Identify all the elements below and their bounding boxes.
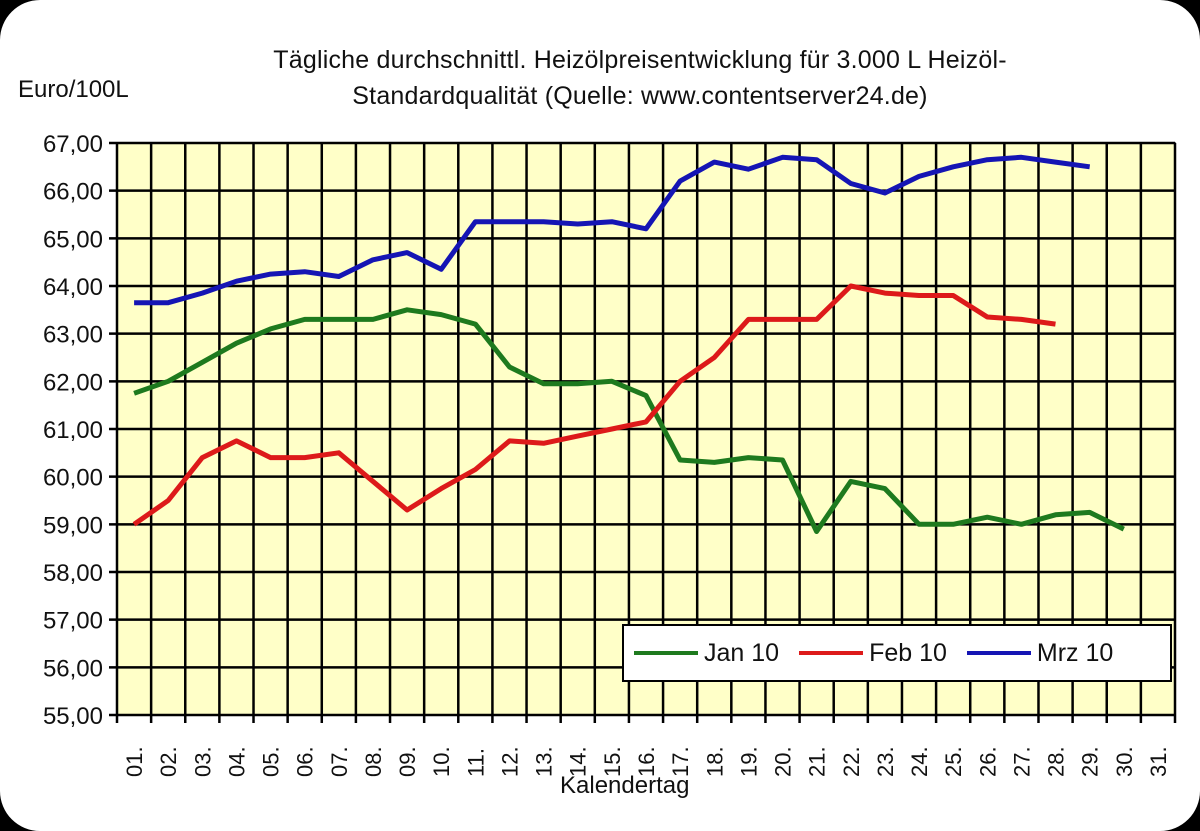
legend-swatch-icon	[966, 651, 1031, 655]
x-tick-label: 14.	[566, 746, 591, 777]
legend-label: Jan 10	[704, 638, 780, 667]
x-tick-label: 31.	[1146, 746, 1171, 777]
y-tick-label: 60,00	[43, 465, 103, 492]
x-tick-label: 15.	[600, 746, 625, 777]
x-tick-label: 26.	[975, 746, 1000, 777]
y-tick-label: 63,00	[43, 322, 103, 349]
x-tick-label: 07.	[327, 746, 352, 777]
x-tick-label: 30.	[1112, 746, 1137, 777]
y-tick-label: 58,00	[43, 560, 103, 587]
x-tick-label: 12.	[497, 746, 522, 777]
legend-swatch-icon	[799, 651, 864, 655]
series-line-mrz-10	[134, 154, 1091, 306]
x-tick-label: 22.	[839, 746, 864, 777]
legend-label: Mrz 10	[1036, 638, 1114, 667]
x-tick-label: 23.	[873, 746, 898, 777]
x-tick-label: 02.	[156, 746, 181, 777]
y-tick-label: 65,00	[43, 226, 103, 253]
x-tick-label: 27.	[1009, 746, 1034, 777]
legend-item: Mrz 10	[966, 638, 1114, 668]
x-tick-label: 19.	[736, 746, 761, 777]
y-axis-label: Euro/100L	[18, 76, 129, 103]
x-tick-label: 21.	[805, 746, 830, 777]
x-tick-label: 24.	[907, 746, 932, 777]
x-tick-label: 05.	[259, 746, 284, 777]
chart-title: Tägliche durchschnittl. Heizölpreisentwi…	[150, 42, 1130, 114]
x-axis-label: Kalendertag	[560, 772, 690, 799]
legend-item: Feb 10	[799, 639, 947, 668]
x-tick-label: 01.	[122, 746, 147, 777]
series-line-feb-10	[132, 283, 1056, 527]
x-tick-label: 06.	[293, 746, 318, 777]
y-tick-label: 59,00	[43, 512, 103, 539]
chart-title-line-1: Tägliche durchschnittl. Heizölpreisentwi…	[273, 46, 1007, 74]
x-tick-label: 20.	[771, 746, 796, 777]
chart-title-line-2: Standardqualität (Quelle: www.contentser…	[352, 82, 928, 110]
x-tick-label: 09.	[395, 746, 420, 777]
y-tick-label: 57,00	[43, 608, 103, 635]
y-tick-label: 64,00	[43, 274, 103, 301]
x-tick-label: 10.	[429, 746, 454, 777]
x-tick-label: 28.	[1044, 746, 1069, 777]
x-tick-label: 11.	[463, 748, 488, 777]
y-tick-label: 66,00	[43, 179, 103, 206]
x-tick-label: 03.	[190, 746, 215, 777]
x-tick-label: 29.	[1078, 746, 1103, 777]
legend-item: Jan 10	[634, 639, 779, 668]
legend-label: Feb 10	[869, 638, 947, 667]
x-tick-label: 18.	[702, 746, 727, 777]
legend: Jan 10 Feb 10 Mrz 10	[622, 624, 1172, 682]
x-tick-label: 04.	[224, 746, 249, 777]
y-tick-label: 56,00	[43, 655, 103, 682]
y-tick-label: 67,00	[43, 131, 103, 158]
y-tick-label: 61,00	[43, 417, 103, 444]
x-tick-label: 13.	[532, 746, 557, 777]
x-tick-label: 16.	[634, 746, 659, 777]
x-tick-label: 25.	[941, 746, 966, 777]
y-tick-label: 62,00	[43, 369, 103, 396]
x-tick-label: 17.	[668, 746, 693, 777]
y-tick-label: 55,00	[43, 703, 103, 730]
legend-swatch-icon	[634, 651, 698, 655]
x-tick-label: 08.	[361, 746, 386, 777]
series-line-jan-10	[133, 307, 1125, 534]
